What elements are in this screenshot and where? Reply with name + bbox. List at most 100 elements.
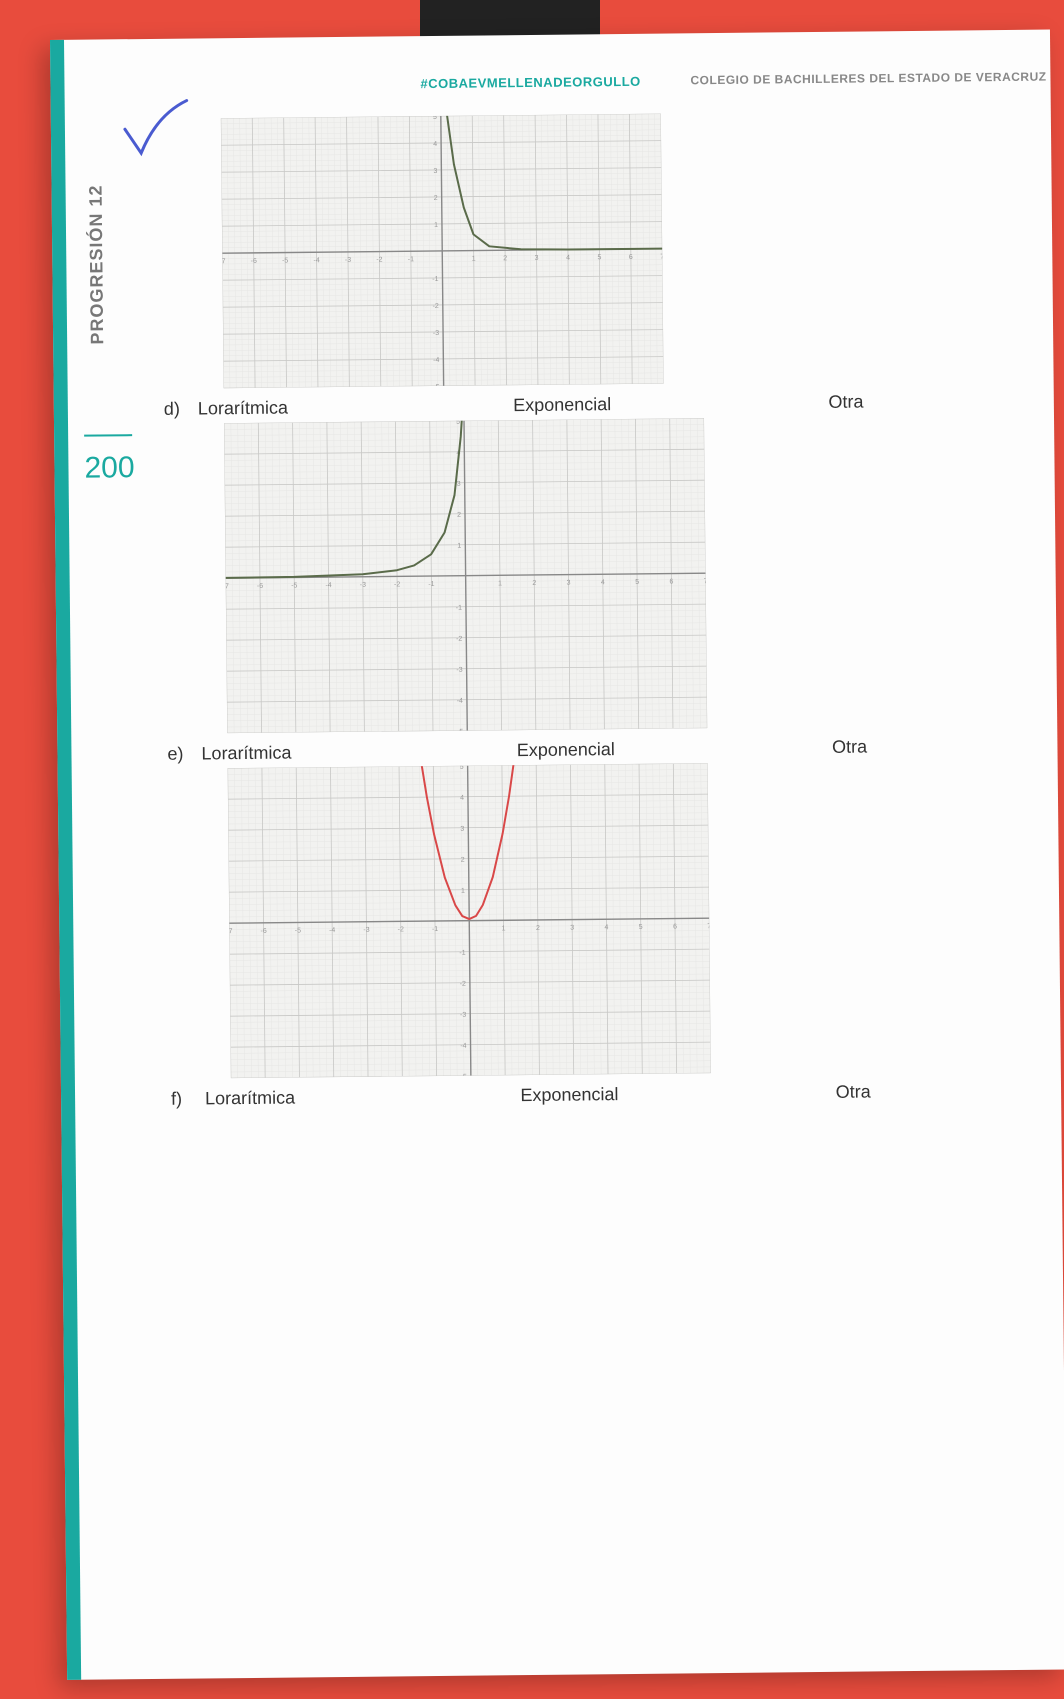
svg-text:2: 2: [536, 925, 540, 932]
svg-text:-1: -1: [408, 256, 414, 263]
svg-text:-6: -6: [260, 928, 266, 935]
svg-text:2: 2: [434, 195, 438, 202]
svg-text:2: 2: [461, 857, 465, 864]
svg-text:-7: -7: [228, 928, 233, 935]
svg-text:-5: -5: [457, 729, 463, 733]
svg-text:-2: -2: [433, 303, 439, 310]
option-f-log[interactable]: Lorarítmica: [205, 1087, 361, 1110]
svg-text:-6: -6: [257, 583, 263, 590]
svg-text:-3: -3: [360, 582, 366, 589]
svg-text:3: 3: [570, 925, 574, 932]
svg-text:-1: -1: [459, 950, 465, 957]
option-e-exp[interactable]: Exponencial: [357, 739, 673, 763]
section-label: PROGRESIÓN 12: [86, 184, 109, 344]
option-e-log[interactable]: Lorarítmica: [201, 742, 357, 765]
svg-text:5: 5: [635, 579, 639, 586]
option-e-other[interactable]: Otra: [672, 735, 988, 759]
option-f-other[interactable]: Otra: [676, 1080, 992, 1104]
svg-text:-2: -2: [398, 926, 404, 933]
graph-block-e: -7 -6 -5 -4 -3 -2 -1 1 2 3 4 5 6 7 -5 -4 -3 -2 -1 1 2 3 4 5: [168, 760, 1021, 1079]
svg-text:4: 4: [601, 579, 605, 586]
svg-text:4: 4: [433, 141, 437, 148]
svg-text:-1: -1: [456, 605, 462, 612]
svg-text:-4: -4: [457, 698, 463, 705]
svg-text:3: 3: [433, 168, 437, 175]
svg-text:4: 4: [566, 255, 570, 262]
svg-text:1: 1: [461, 888, 465, 895]
content-area: -7 -6 -5 -4 -3 -2 -1 1 2 3 4 5 6 7 -5 -4 -3 -2 -1 1 2 3 4 5 d) …: [161, 110, 1021, 1114]
svg-text:-2: -2: [460, 981, 466, 988]
svg-text:-1: -1: [432, 276, 438, 283]
option-d-log[interactable]: Lorarítmica: [198, 397, 354, 420]
svg-text:-2: -2: [394, 581, 400, 588]
option-f-exp[interactable]: Exponencial: [360, 1084, 676, 1108]
graph-e-mid: -7-6-5-4-3-2-11234567-5-4-3-2-112345: [224, 418, 707, 733]
page-spine: [50, 40, 81, 1680]
option-row-f: f) Lorarítmica Exponencial Otra: [171, 1080, 991, 1110]
svg-text:-2: -2: [376, 257, 382, 264]
page-header: #COBAEVMELLENADEORGULLO COLEGIO DE BACHI…: [50, 70, 1050, 110]
svg-text:-4: -4: [325, 582, 331, 589]
sidebar-rule: [84, 434, 132, 437]
graph-block-d: -7-6-5-4-3-2-11234567-5-4-3-2-112345: [164, 415, 1017, 734]
svg-text:-5: -5: [461, 1074, 467, 1078]
svg-text:3: 3: [535, 255, 539, 262]
svg-text:-3: -3: [363, 927, 369, 934]
svg-text:1: 1: [498, 580, 502, 587]
svg-text:-1: -1: [432, 926, 438, 933]
worksheet-page: #COBAEVMELLENADEORGULLO COLEGIO DE BACHI…: [50, 30, 1064, 1680]
svg-text:1: 1: [502, 925, 506, 932]
svg-text:-3: -3: [345, 257, 351, 264]
option-row-e: e) Lorarítmica Exponencial Otra: [167, 735, 987, 765]
item-letter-f: f): [171, 1088, 205, 1109]
page-number: 200: [84, 451, 134, 486]
option-row-d: d) Lorarítmica Exponencial Otra: [164, 390, 984, 420]
svg-text:-5: -5: [282, 258, 288, 265]
svg-text:-2: -2: [456, 636, 462, 643]
graph-block-top: -7-6-5-4-3-2-11234567-5-4-3-2-112345: [161, 110, 1014, 389]
svg-text:6: 6: [629, 254, 633, 261]
svg-text:-5: -5: [433, 384, 439, 388]
svg-text:4: 4: [460, 795, 464, 802]
svg-text:-7: -7: [221, 258, 226, 265]
svg-text:5: 5: [433, 114, 437, 121]
svg-text:7: 7: [707, 923, 711, 930]
svg-text:-4: -4: [433, 357, 439, 364]
svg-text:-3: -3: [433, 330, 439, 337]
svg-text:-7: -7: [224, 583, 229, 590]
svg-text:-3: -3: [460, 1012, 466, 1019]
svg-text:1: 1: [434, 222, 438, 229]
svg-text:-4: -4: [460, 1043, 466, 1050]
header-hashtag: #COBAEVMELLENADEORGULLO: [420, 74, 640, 91]
svg-text:3: 3: [567, 580, 571, 587]
svg-text:-6: -6: [251, 258, 257, 265]
svg-text:3: 3: [460, 826, 464, 833]
svg-text:5: 5: [639, 924, 643, 931]
svg-text:7: 7: [704, 578, 708, 585]
svg-text:3: 3: [457, 481, 461, 488]
svg-text:-1: -1: [428, 581, 434, 588]
svg-text:7: 7: [660, 254, 663, 261]
svg-text:-3: -3: [456, 667, 462, 674]
svg-text:4: 4: [604, 924, 608, 931]
svg-text:6: 6: [669, 579, 673, 586]
graph-d-top: -7-6-5-4-3-2-11234567-5-4-3-2-112345: [221, 114, 664, 389]
option-d-exp[interactable]: Exponencial: [353, 394, 669, 418]
svg-text:2: 2: [532, 580, 536, 587]
svg-text:1: 1: [457, 543, 461, 550]
svg-text:1: 1: [472, 256, 476, 263]
option-d-other[interactable]: Otra: [668, 390, 984, 414]
svg-text:-4: -4: [313, 257, 319, 264]
graph-f-parabola: -7 -6 -5 -4 -3 -2 -1 1 2 3 4 5 6 7 -5 -4 -3 -2 -1 1 2 3 4 5: [228, 763, 711, 1078]
svg-text:5: 5: [460, 764, 464, 771]
svg-text:-5: -5: [291, 582, 297, 589]
svg-text:2: 2: [457, 512, 461, 519]
item-letter-e: e): [167, 743, 201, 764]
svg-text:5: 5: [597, 254, 601, 261]
svg-text:-5: -5: [295, 927, 301, 934]
header-college: COLEGIO DE BACHILLERES DEL ESTADO DE VER…: [690, 70, 1046, 88]
item-letter-d: d): [164, 398, 198, 419]
svg-text:6: 6: [673, 923, 677, 930]
svg-text:-4: -4: [329, 927, 335, 934]
svg-text:5: 5: [456, 419, 460, 426]
